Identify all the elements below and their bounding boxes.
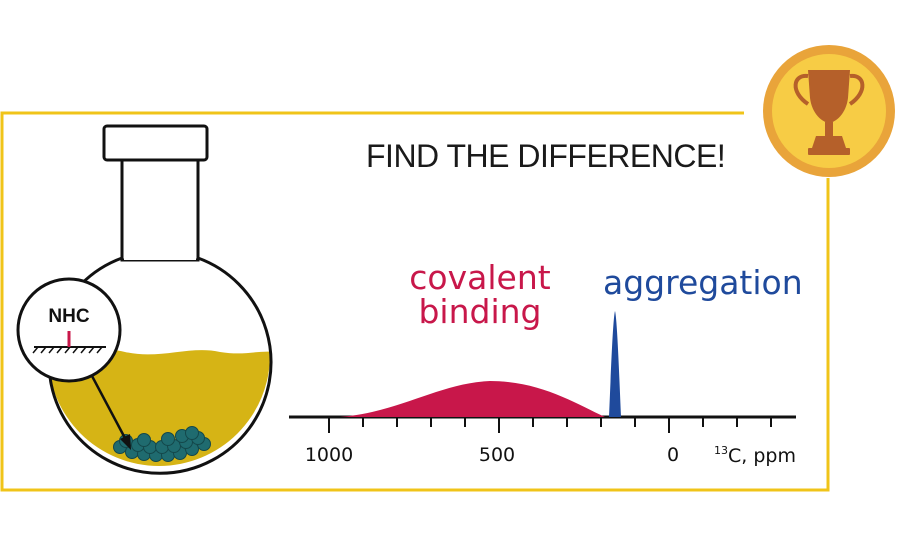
tick-label-1000: 1000 xyxy=(304,444,354,466)
axis-unit-text: C, ppm xyxy=(728,445,796,467)
nanoparticle xyxy=(185,426,199,440)
page-title: FIND THE DIFFERENCE! xyxy=(366,138,726,174)
aggregation-label: aggregation xyxy=(603,263,803,302)
trophy-badge xyxy=(763,45,895,177)
aggregation-peak xyxy=(609,311,621,417)
nanoparticle xyxy=(137,433,151,447)
axis-unit-superscript: 13 xyxy=(714,444,728,457)
spectrum-axis xyxy=(289,415,796,433)
covalent-binding-label: covalent binding xyxy=(400,261,560,329)
tick-label-0: 0 xyxy=(666,444,680,466)
magnifier-inset-icon xyxy=(16,277,131,450)
axis-unit-label: 13C, ppm xyxy=(714,444,796,467)
flask-icon xyxy=(47,124,273,475)
tick-label-500: 500 xyxy=(478,444,516,466)
covalent-peak xyxy=(340,381,605,417)
covalent-label-line1: covalent xyxy=(409,258,551,297)
nanoparticles xyxy=(113,426,211,462)
nanoparticle xyxy=(161,432,175,446)
nhc-label: NHC xyxy=(48,306,90,327)
trophy-icon xyxy=(793,70,865,155)
frame xyxy=(0,111,830,492)
covalent-label-line2: binding xyxy=(418,292,542,331)
